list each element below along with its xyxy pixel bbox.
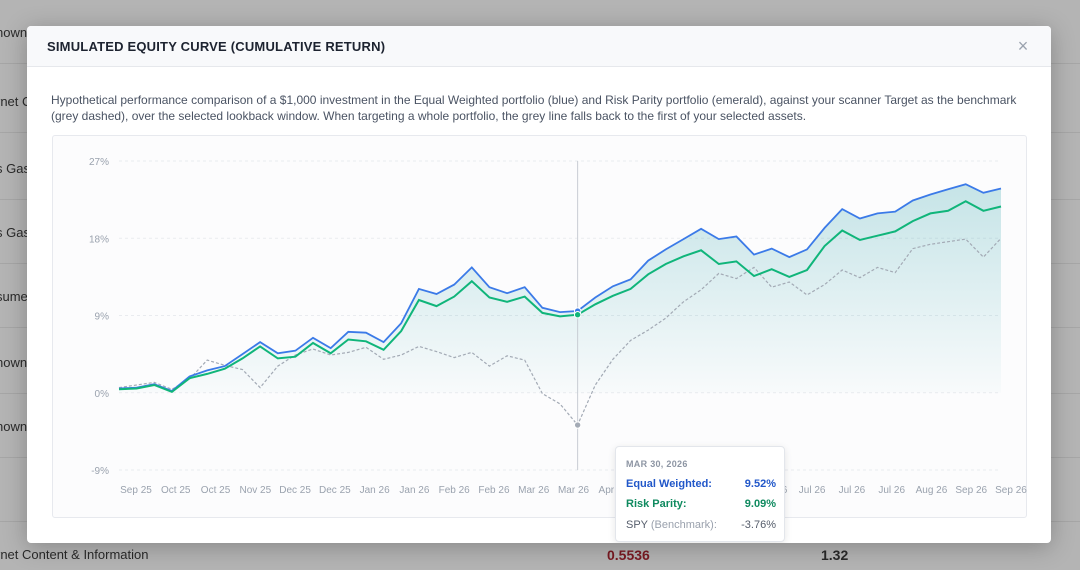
hover-dot-spy [573,421,582,429]
table-cell-name: rnet Content & Information [0,547,149,562]
x-tick-label: Feb 26 [439,485,471,496]
equity-curve-chart[interactable]: -9% 0% 9% 18% 27% Sep 25 Oct 25 Oct 25 Nov 25 Dec… [53,136,1028,519]
tooltip-sublabel: (Benchmark): [650,519,717,531]
tooltip-label: Risk Parity: [626,498,687,510]
x-tick-label: Oct 25 [201,485,231,496]
chart-container[interactable]: -9% 0% 9% 18% 27% Sep 25 Oct 25 Oct 25 Nov 25 Dec… [52,135,1028,542]
table-cell-name: s Gas [0,225,30,240]
x-tick-label: Sep 25 [120,485,152,496]
y-tick-label: 18% [89,234,109,245]
tooltip-date: MAR 30, 2026 [626,459,688,469]
modal-title: SIMULATED EQUITY CURVE (CUMULATIVE RETUR… [47,39,386,54]
y-tick-label: -9% [91,466,109,477]
table-cell-name: s Gas [0,161,30,176]
x-tick-label: Sep 26 [995,485,1027,496]
x-tick-label: Mar 26 [518,485,550,496]
table-cell-name: rnet C [0,94,31,109]
x-tick-label: Apr 26 [599,485,629,496]
chart-tooltip: MAR 30, 2026 Equal Weighted: 9.52% Risk … [615,446,785,542]
x-tick-label: Dec 25 [279,485,311,496]
table-row[interactable]: rnet Content & Information 0.5536 1.32 [0,522,1080,570]
tooltip-value: -3.76% [741,519,776,531]
x-tick-label: Aug 26 [916,485,948,496]
modal-header: SIMULATED EQUITY CURVE (CUMULATIVE RETUR… [27,26,1051,67]
hover-dot-risk-parity [573,311,582,319]
tooltip-value: 9.09% [744,498,776,510]
y-tick-label: 0% [95,389,110,400]
x-tick-label: Jan 26 [399,485,429,496]
x-tick-label: Oct 25 [161,485,191,496]
x-tick-label: Jul 26 [878,485,905,496]
tooltip-ticker: SPY [626,519,648,531]
x-tick-label: Feb 26 [478,485,510,496]
table-cell-ratio: 1.32 [821,547,849,563]
x-tick-label: Jul 26 [839,485,866,496]
y-tick-label: 27% [89,157,109,168]
x-tick-label: Jul 26 [799,485,826,496]
series-line-risk-parity[interactable] [118,200,1002,394]
x-tick-label: Dec 25 [319,485,351,496]
y-tick-label: 9% [95,312,110,323]
series-line-spy[interactable] [118,237,1002,427]
equity-curve-modal: SIMULATED EQUITY CURVE (CUMULATIVE RETUR… [27,26,1051,543]
x-tick-label: Jan 26 [360,485,390,496]
tooltip-value: 9.52% [744,478,776,490]
tooltip-label: Equal Weighted: [626,478,712,490]
table-cell-score: 0.5536 [607,547,650,563]
chart-description: Hypothetical performance comparison of a… [51,93,1017,123]
series-line-equal-weighted[interactable] [118,183,1002,393]
x-tick-label: Nov 25 [239,485,271,496]
x-tick-label: Mar 26 [558,485,590,496]
x-tick-label: Sep 26 [955,485,987,496]
close-icon[interactable]: × [1017,36,1029,56]
tooltip-label: SPY (Benchmark): [626,519,717,531]
